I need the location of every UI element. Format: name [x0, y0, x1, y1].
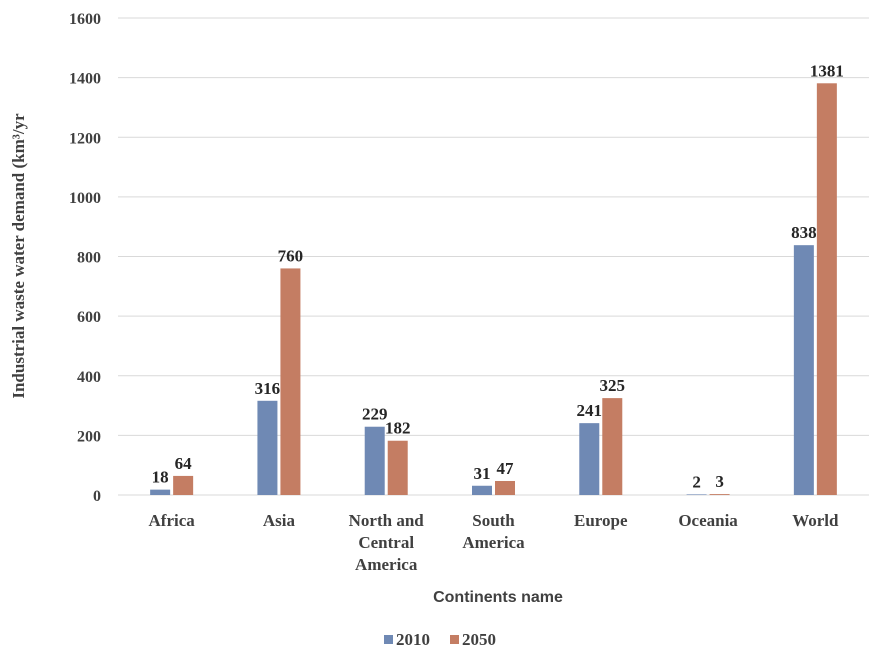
category-label: Africa	[149, 511, 196, 530]
bar-2050	[816, 83, 837, 496]
data-label-2010: 2	[692, 472, 701, 491]
x-axis-title: Continents name	[433, 589, 563, 606]
bar-2010	[364, 426, 385, 495]
data-label-2050: 325	[600, 376, 626, 395]
category-label: Asia	[263, 511, 296, 530]
bar-2050	[602, 398, 623, 495]
bar-2050	[280, 268, 301, 495]
bar-2010	[257, 400, 278, 495]
y-tick-label: 1000	[69, 190, 101, 207]
category-label: Oceania	[678, 511, 738, 530]
y-tick-label: 200	[77, 428, 101, 445]
data-label-2050: 3	[715, 472, 724, 491]
category-label: South	[472, 511, 515, 530]
data-label-2010: 31	[474, 464, 491, 483]
bars	[150, 83, 837, 496]
y-tick-label: 400	[77, 369, 101, 386]
data-label-2050: 64	[175, 454, 193, 473]
legend-swatch-2010	[384, 635, 393, 644]
bar-2010	[150, 489, 171, 495]
data-label-2010: 241	[577, 401, 603, 420]
legend: 2010 2050	[384, 630, 496, 649]
category-label: America	[462, 533, 525, 552]
y-tick-label: 1600	[69, 11, 101, 28]
bar-2050	[387, 440, 408, 495]
y-tick-label: 0	[93, 488, 101, 505]
y-tick-label: 800	[77, 250, 101, 267]
y-axis-ticks: 0 200 400 600 800 1000 1200 1400 1600	[69, 11, 101, 505]
x-axis-categories: Africa Asia North and Central America South Am…	[149, 511, 840, 574]
bar-2010	[579, 423, 600, 495]
bar-2050	[173, 475, 194, 495]
y-tick-label: 600	[77, 309, 101, 326]
y-tick-label: 1400	[69, 71, 101, 88]
data-label-2050: 182	[385, 419, 411, 438]
bar-2050	[495, 480, 515, 495]
bar-2050	[709, 494, 730, 495]
legend-label-2050: 2050	[462, 630, 496, 649]
data-label-2010: 316	[255, 379, 281, 398]
y-axis-title: Industrial waste water demand (km³/yr	[9, 113, 28, 399]
data-label-2050: 760	[278, 246, 304, 265]
data-label-2010: 838	[791, 223, 817, 242]
bar-2010	[686, 494, 707, 495]
category-label: America	[355, 555, 418, 574]
data-label-2010: 229	[362, 405, 388, 424]
legend-swatch-2050	[450, 635, 459, 644]
legend-label-2010: 2010	[396, 630, 430, 649]
data-label-2010: 18	[152, 468, 169, 487]
category-label: Europe	[574, 511, 628, 530]
category-label: Central	[358, 533, 414, 552]
bar-2010	[472, 485, 492, 495]
category-label: World	[792, 511, 839, 530]
category-label: North and	[349, 511, 425, 530]
data-label-2050: 1381	[810, 61, 844, 80]
y-tick-label: 1200	[69, 130, 101, 147]
data-label-2050: 47	[497, 459, 515, 478]
bar-2010	[793, 245, 814, 495]
gridlines	[118, 17, 869, 496]
